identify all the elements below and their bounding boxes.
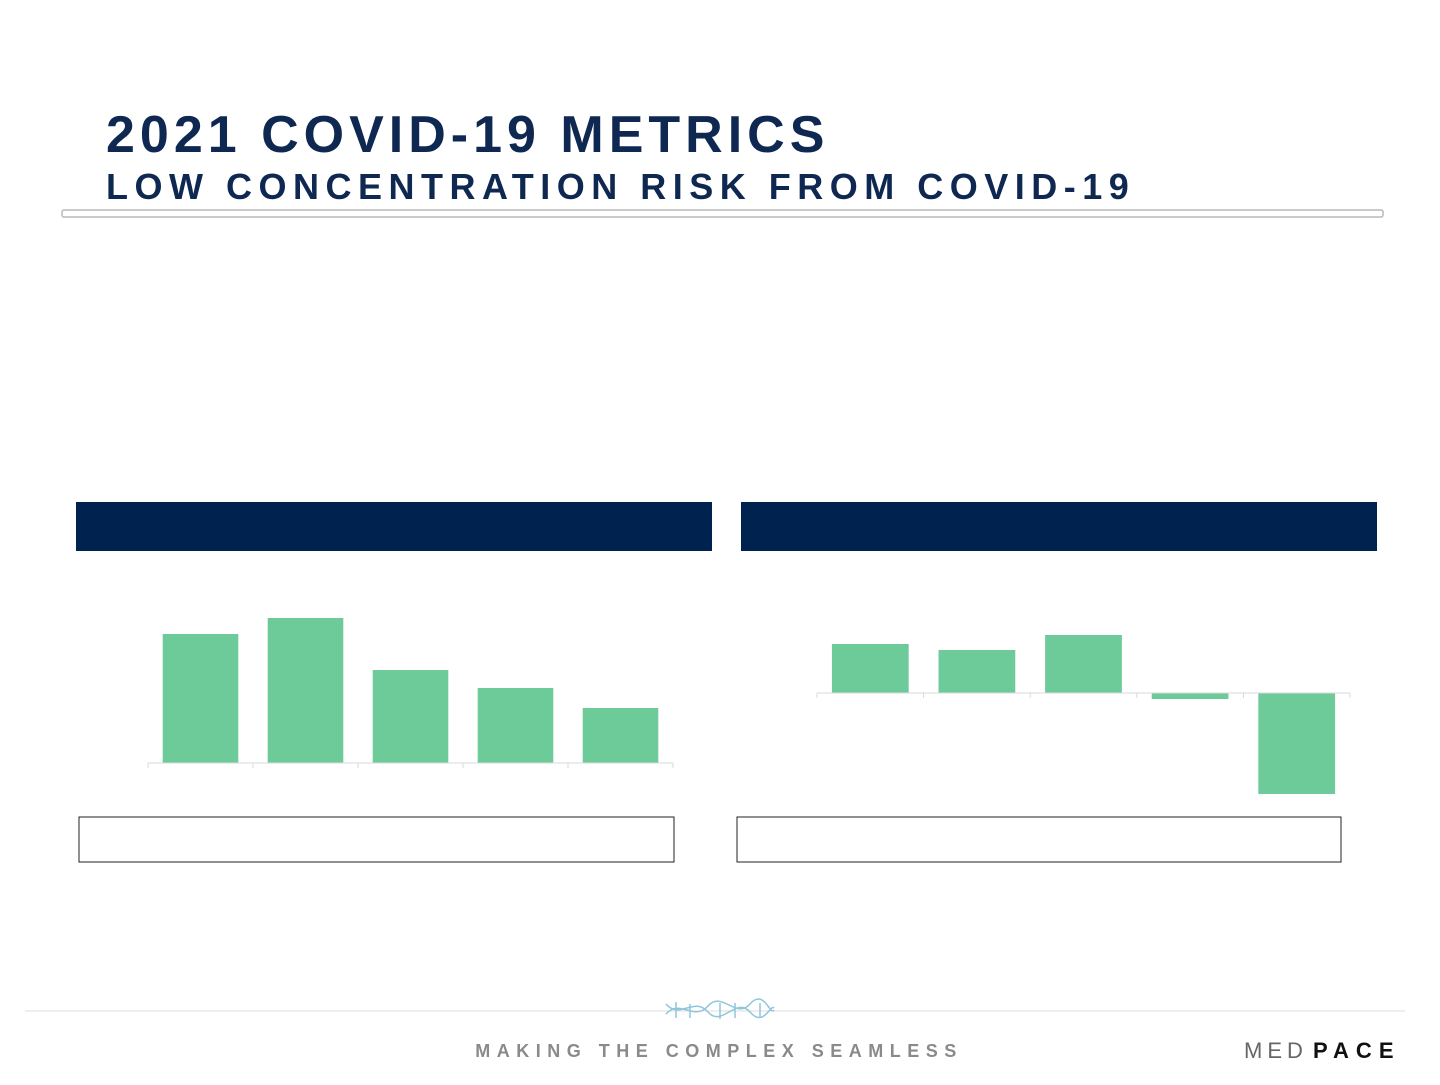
note-box	[78, 816, 675, 863]
bar	[1045, 635, 1122, 693]
slide-subtitle: LOW CONCENTRATION RISK FROM COVID-19	[106, 166, 1135, 207]
bar	[1151, 693, 1229, 699]
panel-header	[76, 502, 712, 551]
bar	[938, 650, 1016, 693]
tagline: MAKING THE COMPLEX SEAMLESS	[475, 1041, 963, 1061]
bar	[831, 644, 909, 693]
logo-right: PACE	[1313, 1038, 1401, 1063]
bar	[372, 670, 449, 763]
note-box	[736, 816, 1342, 863]
header-rule	[61, 209, 1384, 218]
bar	[162, 634, 239, 763]
slide-title: 2021 COVID-19 METRICS	[106, 106, 829, 164]
dna-graphic	[665, 998, 775, 1019]
charts	[147, 618, 1351, 794]
bar	[477, 688, 554, 763]
bar	[267, 618, 344, 763]
panel-header	[741, 502, 1377, 551]
bar	[582, 708, 659, 763]
bar	[1258, 693, 1336, 794]
logo-left: MED	[1244, 1038, 1308, 1063]
